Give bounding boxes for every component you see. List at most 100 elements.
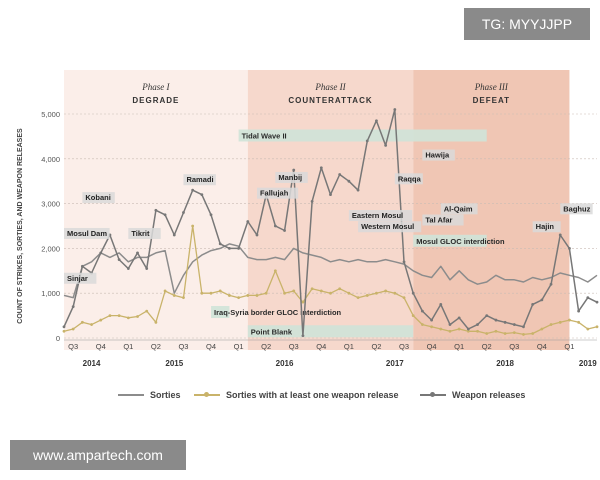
series-point-2-43 bbox=[457, 316, 461, 320]
series-point-2-8 bbox=[136, 251, 139, 255]
y-tick-2: 2,000 bbox=[41, 244, 60, 253]
series-point-2-6 bbox=[117, 258, 121, 261]
legend-label-weapon-sorties: Sorties with at least one weapon release bbox=[226, 390, 399, 400]
series-point-1-51 bbox=[531, 332, 535, 335]
legend-label-sorties: Sorties bbox=[150, 390, 181, 400]
year-label-0: 2014 bbox=[83, 359, 101, 368]
annotation-label-7: Eastern Mosul bbox=[352, 211, 403, 220]
series-point-1-38 bbox=[411, 314, 415, 317]
series-point-2-41 bbox=[439, 303, 443, 306]
phase-title-0: Phase I bbox=[141, 82, 170, 92]
x-tick-13: Q4 bbox=[427, 342, 437, 351]
annotation-box-9 bbox=[394, 173, 423, 185]
series-point-1-43 bbox=[457, 327, 461, 331]
annotation-label-2: Kobani bbox=[85, 193, 110, 202]
annotation-label-13: Baghuz bbox=[563, 204, 590, 213]
series-point-1-52 bbox=[540, 327, 544, 331]
annotation-label-6: Manbij bbox=[278, 173, 302, 182]
x-tick-14: Q1 bbox=[454, 342, 464, 351]
series-point-1-8 bbox=[136, 315, 139, 318]
series-point-2-24 bbox=[283, 229, 286, 232]
x-tick-7: Q2 bbox=[261, 342, 271, 351]
series-point-1-0 bbox=[62, 329, 66, 333]
series-point-1-11 bbox=[163, 289, 167, 293]
x-tick-18: Q1 bbox=[564, 342, 574, 351]
y-tick-1: 1,000 bbox=[41, 289, 60, 298]
series-point-1-44 bbox=[466, 329, 470, 333]
annotation-box-10 bbox=[422, 149, 455, 161]
series-point-2-10 bbox=[154, 208, 158, 212]
annotation-box-0 bbox=[64, 227, 110, 239]
series-point-1-10 bbox=[154, 320, 158, 324]
series-point-1-53 bbox=[549, 323, 553, 326]
series-point-1-42 bbox=[448, 329, 452, 333]
series-point-1-46 bbox=[485, 332, 489, 335]
series-point-2-52 bbox=[540, 298, 544, 302]
series-point-2-46 bbox=[485, 314, 489, 317]
series-point-2-47 bbox=[494, 318, 498, 322]
annotation-box-5 bbox=[256, 187, 299, 199]
series-point-1-37 bbox=[402, 296, 406, 300]
series-point-2-55 bbox=[568, 247, 571, 250]
series-point-2-14 bbox=[191, 188, 195, 192]
series-point-1-13 bbox=[182, 296, 185, 300]
series-point-2-11 bbox=[163, 213, 167, 217]
annotation-box-13 bbox=[560, 203, 593, 215]
series-point-2-1 bbox=[71, 305, 75, 309]
series-point-2-15 bbox=[200, 193, 204, 197]
series-point-2-57 bbox=[586, 296, 590, 300]
series-point-1-39 bbox=[420, 323, 424, 326]
x-tick-5: Q4 bbox=[206, 342, 216, 351]
series-point-1-23 bbox=[273, 269, 277, 273]
x-tick-9: Q4 bbox=[316, 342, 326, 351]
series-point-2-9 bbox=[145, 267, 149, 270]
annotation-box-1 bbox=[64, 272, 97, 284]
annotation-label-11: Tal Afar bbox=[425, 216, 452, 225]
legend-item-weapon-sorties: Sorties with at least one weapon release bbox=[194, 390, 399, 400]
annotation-box-2 bbox=[82, 192, 115, 204]
annotation-box-11 bbox=[422, 214, 464, 226]
year-label-2: 2016 bbox=[276, 359, 294, 368]
annotation-label-12: Al-Qaim bbox=[444, 204, 473, 213]
series-point-1-1 bbox=[71, 327, 75, 331]
x-tick-16: Q3 bbox=[509, 342, 519, 351]
series-point-2-50 bbox=[522, 325, 525, 329]
series-point-1-2 bbox=[80, 320, 84, 324]
series-point-2-33 bbox=[365, 139, 369, 143]
series-point-2-30 bbox=[338, 173, 342, 176]
annotation-label-3: Tikrit bbox=[131, 229, 150, 238]
series-point-2-2 bbox=[80, 264, 84, 268]
annotation-box-3 bbox=[128, 227, 161, 239]
series-point-2-42 bbox=[448, 323, 452, 326]
watermark-badge: www.ampartech.com bbox=[10, 440, 186, 470]
series-point-2-28 bbox=[319, 166, 323, 170]
series-point-2-19 bbox=[237, 247, 241, 250]
legend-swatch-weapon-sorties bbox=[194, 392, 220, 397]
x-tick-4: Q3 bbox=[178, 342, 188, 351]
series-point-1-27 bbox=[310, 287, 314, 291]
series-point-2-48 bbox=[503, 320, 507, 324]
x-tick-3: Q2 bbox=[151, 342, 161, 351]
series-point-1-45 bbox=[476, 329, 479, 333]
series-point-2-16 bbox=[209, 213, 213, 217]
series-point-2-26 bbox=[301, 334, 305, 338]
series-point-2-39 bbox=[420, 309, 424, 313]
series-point-1-19 bbox=[237, 296, 241, 300]
annotation-label-10: Hawija bbox=[425, 151, 450, 160]
series-point-2-23 bbox=[273, 224, 277, 228]
series-point-2-29 bbox=[329, 193, 332, 197]
annotation-label-1: Sinjar bbox=[67, 274, 88, 283]
series-point-1-33 bbox=[365, 294, 369, 297]
series-point-1-50 bbox=[522, 333, 525, 336]
series-point-2-32 bbox=[356, 188, 360, 192]
series-point-1-56 bbox=[577, 320, 581, 324]
series-point-2-40 bbox=[430, 318, 433, 322]
series-point-2-12 bbox=[172, 233, 176, 237]
legend-item-weapon-releases: Weapon releases bbox=[420, 390, 525, 400]
phase-name-2: DEFEAT bbox=[473, 96, 510, 105]
series-point-1-34 bbox=[375, 291, 378, 295]
annotation-box-4 bbox=[183, 174, 216, 186]
phase-title-2: Phase III bbox=[474, 82, 509, 92]
series-point-2-37 bbox=[402, 260, 406, 264]
